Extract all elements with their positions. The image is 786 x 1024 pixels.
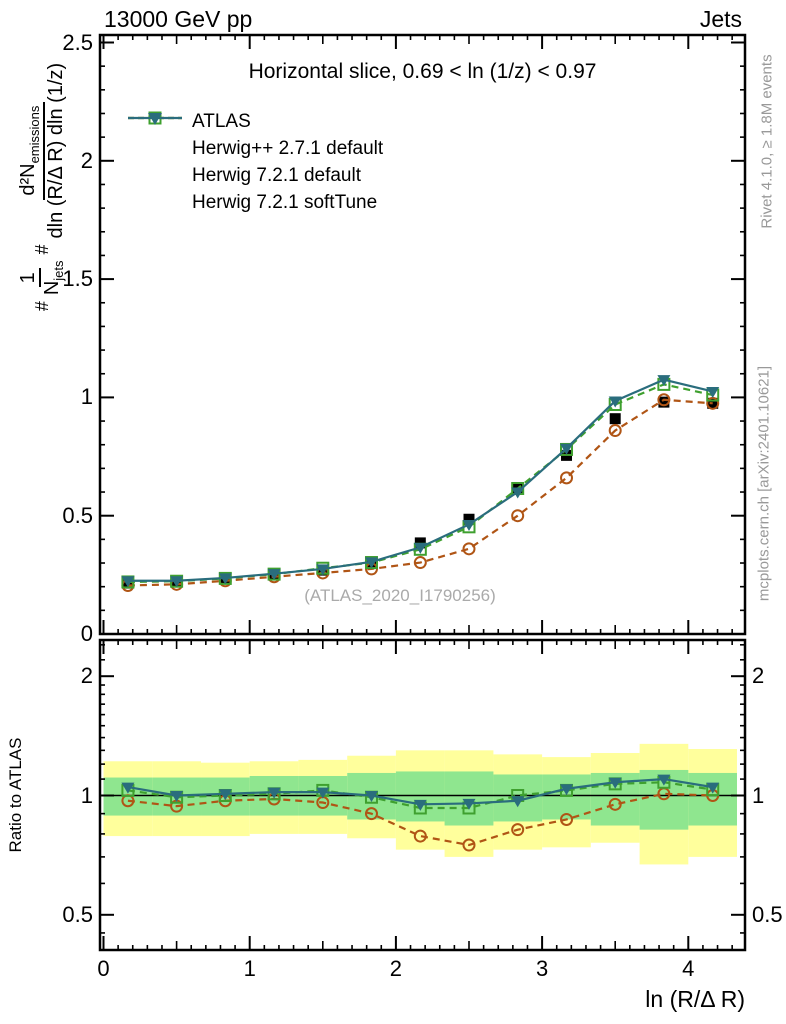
legend-label: Herwig 7.2.1 default — [192, 164, 361, 186]
ratio-y-tick-label-right: 2 — [752, 663, 765, 689]
main-y-tick-label: 2.5 — [62, 29, 93, 55]
frac1-numerator: 1 — [17, 268, 42, 288]
frac2-num-main: d²N — [17, 163, 40, 196]
ratio-y-tick-label-left: 0.5 — [62, 901, 93, 927]
legend-item-herwig7-default: Herwig 7.2.1 default — [126, 111, 383, 189]
process-label: Jets — [699, 6, 742, 32]
frac2-num-sub: emissions — [27, 105, 43, 164]
x-tick-label: 4 — [682, 956, 695, 981]
ratio-panel-frame — [98, 638, 747, 952]
yaxis-frac-2: d²Nemissions dln (R/Δ R) dln (1/z) — [17, 62, 67, 239]
main-panel-frame — [98, 33, 747, 636]
legend-item-herwigpp: Herwig++ 2.7.1 default — [126, 111, 384, 162]
frac2-denominator: dln (R/Δ R) dln (1/z) — [44, 62, 67, 239]
frac2-numerator: d²Nemissions — [17, 101, 45, 200]
legend-label: ATLAS — [192, 110, 251, 132]
herwigpp-marker-icon — [126, 111, 184, 159]
main-y-tick-label: 2 — [80, 147, 93, 173]
x-tick-label: 3 — [535, 956, 549, 981]
ratio-y-tick-label-left: 1 — [80, 782, 93, 808]
x-tick-label: 0 — [97, 956, 110, 981]
yaxis-frac-1: 1 Njets — [17, 260, 66, 295]
x-axis-title: ln (R/Δ R) — [645, 986, 745, 1012]
herwig7-softtune-marker-icon — [126, 113, 184, 213]
x-tick-label: 1 — [243, 956, 256, 981]
frac1-den-main: N — [41, 280, 64, 296]
plot-title: Horizontal slice, 0.69 < ln (1/z) < 0.97 — [248, 60, 597, 83]
beam-energy-label: 13000 GeV pp — [104, 6, 253, 32]
watermark: (ATLAS_2020_I1790256) — [304, 586, 496, 605]
main-y-tick-label: 0.5 — [62, 502, 93, 528]
legend-label: Herwig++ 2.7.1 default — [192, 137, 384, 159]
herwig7-default-marker-icon — [126, 111, 184, 186]
main-y-tick-label: 0 — [80, 621, 93, 646]
main-y-tick-label: 1.5 — [62, 266, 93, 292]
yaxis-hash: # — [31, 244, 52, 255]
mcplots-note: mcplots.cern.ch [arXiv:2401.10621] — [755, 365, 773, 602]
legend-item-herwig7-softtune: Herwig 7.2.1 softTune — [126, 113, 383, 216]
series-herwig-7-2-1-softtune — [121, 375, 720, 811]
legend-label: Herwig 7.2.1 softTune — [192, 191, 378, 213]
ratio-y-tick-label-right: 0.5 — [752, 901, 783, 927]
rivet-version-note: Rivet 4.1.0, ≥ 1.8M events — [758, 54, 776, 229]
x-tick-label: 2 — [389, 956, 403, 981]
legend-sample — [128, 113, 182, 125]
legend: ATLAS Herwig++ 2.7.1 default Herwig 7.2.… — [126, 108, 383, 216]
series-atlas — [122, 396, 719, 589]
yaxis-hash: # — [31, 301, 52, 312]
ratio-y-tick-label-right: 1 — [752, 782, 765, 808]
ratio-y-tick-label-left: 2 — [80, 663, 93, 689]
ratio-y-axis-title: Ratio to ATLAS — [6, 737, 25, 853]
main-y-tick-label: 1 — [80, 384, 93, 410]
